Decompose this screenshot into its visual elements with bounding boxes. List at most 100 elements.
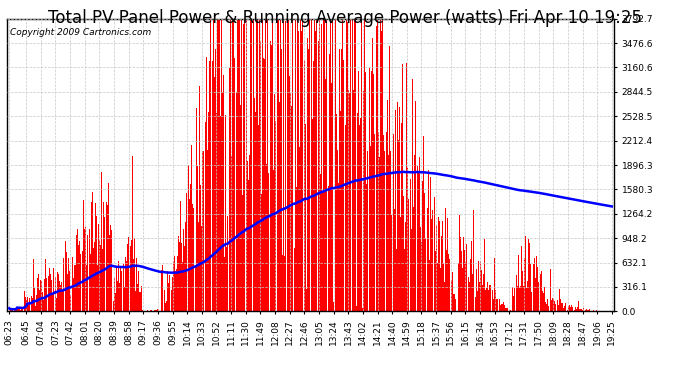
Bar [194, 169, 195, 311]
Bar [384, 151, 385, 311]
Bar [398, 140, 399, 311]
Bar [197, 125, 198, 311]
Bar [246, 19, 247, 311]
Bar [388, 62, 389, 311]
Bar [299, 174, 300, 311]
Bar [279, 19, 280, 311]
Bar [276, 88, 277, 311]
Bar [419, 157, 420, 311]
Bar [595, 310, 596, 311]
Bar [133, 258, 134, 311]
Bar [303, 19, 304, 311]
Bar [226, 248, 227, 311]
Bar [436, 225, 437, 311]
Bar [411, 230, 412, 311]
Bar [338, 183, 339, 311]
Bar [551, 300, 552, 311]
Bar [136, 264, 137, 311]
Bar [285, 21, 286, 311]
Bar [106, 202, 107, 311]
Bar [464, 250, 465, 311]
Bar [392, 66, 393, 311]
Bar [385, 147, 386, 311]
Bar [594, 310, 595, 311]
Bar [337, 80, 338, 311]
Bar [23, 309, 24, 311]
Bar [558, 305, 559, 311]
Bar [65, 273, 66, 311]
Bar [549, 303, 550, 311]
Bar [495, 290, 496, 311]
Bar [267, 19, 268, 311]
Bar [94, 242, 95, 311]
Bar [593, 310, 594, 311]
Bar [391, 215, 392, 311]
Bar [237, 19, 238, 311]
Bar [229, 68, 230, 311]
Bar [212, 228, 213, 311]
Bar [563, 306, 564, 311]
Bar [255, 19, 256, 311]
Bar [156, 310, 157, 311]
Bar [188, 165, 189, 311]
Bar [263, 19, 264, 311]
Bar [36, 295, 37, 311]
Bar [531, 292, 532, 311]
Bar [202, 151, 203, 311]
Bar [176, 269, 177, 311]
Bar [254, 98, 255, 311]
Bar [258, 124, 259, 311]
Bar [366, 184, 367, 311]
Bar [63, 279, 64, 311]
Bar [578, 301, 579, 311]
Bar [424, 193, 425, 311]
Bar [191, 145, 192, 311]
Bar [489, 285, 490, 311]
Bar [347, 22, 348, 311]
Bar [440, 268, 441, 311]
Bar [547, 299, 548, 311]
Bar [323, 19, 324, 311]
Bar [39, 290, 40, 311]
Bar [53, 268, 54, 311]
Bar [378, 132, 379, 311]
Bar [450, 279, 451, 311]
Bar [174, 272, 175, 311]
Bar [193, 209, 194, 311]
Bar [309, 19, 310, 311]
Bar [487, 282, 488, 311]
Bar [407, 168, 408, 311]
Bar [305, 124, 306, 311]
Bar [125, 257, 126, 311]
Bar [289, 76, 290, 311]
Bar [102, 249, 103, 311]
Bar [28, 304, 29, 311]
Bar [394, 209, 395, 311]
Bar [591, 310, 592, 311]
Bar [389, 46, 390, 311]
Bar [44, 279, 45, 311]
Bar [300, 19, 301, 311]
Bar [566, 307, 567, 311]
Bar [478, 261, 479, 311]
Bar [486, 288, 487, 311]
Bar [469, 282, 470, 311]
Bar [85, 255, 86, 311]
Bar [513, 296, 514, 311]
Bar [227, 216, 228, 311]
Bar [418, 172, 419, 311]
Bar [340, 111, 341, 311]
Bar [219, 19, 220, 311]
Bar [233, 19, 234, 311]
Bar [442, 221, 443, 311]
Bar [592, 310, 593, 311]
Bar [348, 90, 349, 311]
Bar [200, 185, 201, 311]
Bar [525, 236, 526, 311]
Bar [209, 61, 210, 311]
Text: Copyright 2009 Cartronics.com: Copyright 2009 Cartronics.com [10, 27, 151, 36]
Bar [370, 146, 371, 311]
Bar [126, 261, 127, 311]
Bar [402, 133, 403, 311]
Bar [14, 310, 15, 311]
